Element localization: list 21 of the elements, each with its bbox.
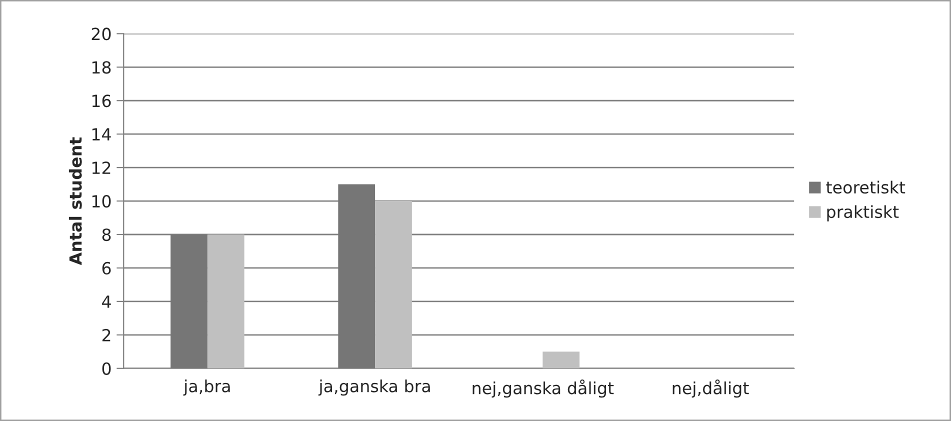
bar xyxy=(375,201,412,368)
x-tick-label: ja,ganska bra xyxy=(318,379,430,396)
x-tick-label: nej,ganska dåligt xyxy=(472,379,614,398)
y-tick-label: 18 xyxy=(92,61,111,74)
y-tick-label: 10 xyxy=(92,194,111,208)
y-tick-label: 6 xyxy=(102,262,111,275)
legend-label: praktiskt xyxy=(827,205,899,222)
y-axis-title: Antal student xyxy=(68,137,82,266)
bar xyxy=(207,234,244,368)
y-tick-label: 4 xyxy=(102,296,111,308)
y-tick-label: 12 xyxy=(92,162,110,174)
bar xyxy=(542,352,580,368)
y-tick-label: 14 xyxy=(92,128,111,140)
x-tick-label: nej,dåligt xyxy=(672,379,749,398)
y-tick-label: 20 xyxy=(92,28,111,40)
y-tick-label: 16 xyxy=(92,94,111,108)
y-tick-label: 0 xyxy=(102,362,111,375)
x-tick-label: ja,bra xyxy=(183,379,230,396)
legend-label: teoretiskt xyxy=(826,180,906,194)
y-tick-label: 2 xyxy=(102,328,110,342)
y-tick-label: 8 xyxy=(102,228,111,242)
